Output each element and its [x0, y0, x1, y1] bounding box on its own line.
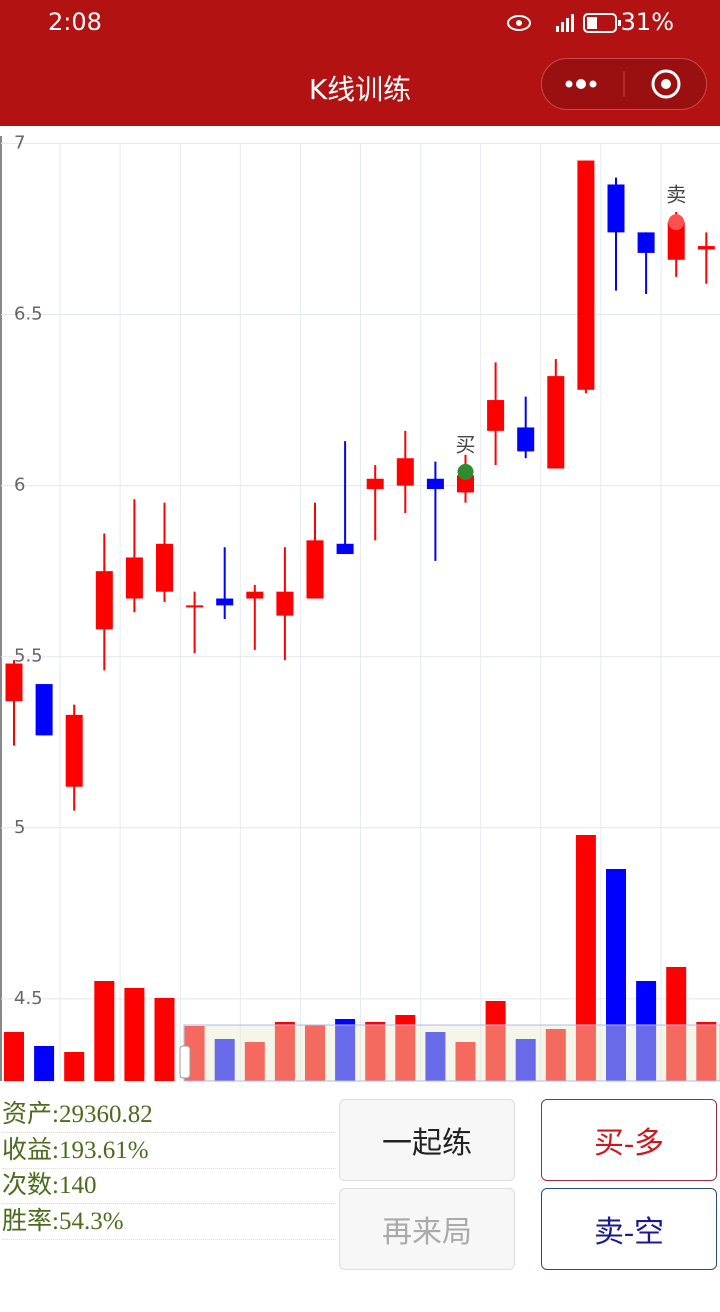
- volume-bar: [94, 981, 115, 1081]
- action-button[interactable]: 买-多: [541, 1099, 717, 1181]
- y-tick-label: 4.5: [14, 988, 43, 1009]
- y-tick-label: 5.5: [14, 646, 43, 667]
- candle-body: [306, 540, 324, 599]
- candle-body: [35, 684, 53, 736]
- volume-bar: [214, 1039, 235, 1081]
- volume-bar: [154, 998, 175, 1081]
- zoom-handle: [179, 1045, 191, 1079]
- candle-body: [65, 714, 83, 787]
- volume-bar: [305, 1025, 325, 1081]
- volume-bar: [395, 1015, 416, 1081]
- candle-body: [457, 475, 474, 493]
- volume-bar: [335, 1019, 356, 1081]
- stat-line: 收益:193.61%: [2, 1133, 336, 1169]
- volume-bar: [274, 1022, 295, 1081]
- volume-bar: [696, 1022, 717, 1081]
- y-tick-label: 6.5: [14, 304, 43, 325]
- candle-body: [396, 458, 414, 486]
- candle-body: [125, 557, 143, 599]
- candle-body: [366, 478, 384, 490]
- candle-body: [667, 222, 685, 260]
- candle-body: [487, 400, 505, 431]
- volume-bar: [34, 1046, 55, 1081]
- candle-body: [517, 427, 535, 452]
- zoom-slider: [183, 1024, 720, 1082]
- trade-marker: [457, 463, 474, 480]
- stat-line: 次数:140: [2, 1168, 336, 1204]
- kline-chart: 4.5 5 5.5 6 6.5 7 买 卖: [0, 132, 720, 1082]
- volume-bar: [124, 988, 145, 1081]
- y-tick-label: 7: [14, 132, 25, 153]
- volume-bar: [606, 869, 626, 1081]
- candle-body: [607, 184, 625, 233]
- y-tick-label: 5: [14, 817, 25, 838]
- candle-body: [426, 478, 444, 490]
- status-bar: 2:08 31%: [0, 0, 720, 44]
- candle-body: [637, 232, 655, 253]
- menu-capsule[interactable]: [541, 58, 707, 110]
- volume-bar: [636, 981, 657, 1081]
- candle-body: [577, 160, 595, 390]
- stat-line: 胜率:54.3%: [2, 1204, 336, 1240]
- action-button: 再来局: [339, 1188, 515, 1270]
- candle-body: [246, 591, 264, 599]
- volume-bar: [485, 1001, 506, 1081]
- nav-bar: K线训练: [0, 44, 720, 126]
- volume-bar: [365, 1022, 386, 1081]
- candle-body: [216, 598, 234, 606]
- volume-bar: [64, 1052, 85, 1081]
- stat-line: 资产:29360.82: [2, 1097, 336, 1133]
- trade-label: 买: [456, 432, 476, 456]
- volume-bar: [666, 967, 687, 1081]
- candle-body: [276, 591, 294, 616]
- candle-body: [5, 663, 23, 702]
- candle-body: [336, 543, 354, 555]
- candle-body: [186, 605, 204, 608]
- volume-bar: [545, 1029, 566, 1081]
- candle-body: [697, 246, 715, 250]
- action-button[interactable]: 卖-空: [541, 1188, 717, 1270]
- y-tick-label: 6: [14, 475, 25, 496]
- action-button[interactable]: 一起练: [339, 1099, 515, 1181]
- candle-body: [95, 571, 113, 630]
- volume-bar: [455, 1042, 476, 1081]
- candle-body: [547, 376, 565, 469]
- page-title: K线训练: [308, 73, 412, 106]
- trade-marker: [668, 214, 685, 231]
- status-time: 2:08: [48, 8, 102, 36]
- trade-label: 卖: [666, 183, 686, 207]
- volume-bar: [425, 1032, 446, 1081]
- candle-body: [156, 543, 173, 592]
- volume-bar: [244, 1042, 265, 1081]
- capsule-icons: [565, 69, 681, 99]
- battery-icon: [583, 13, 621, 33]
- battery-level: 31%: [620, 8, 674, 36]
- status-icons: [507, 14, 574, 32]
- volume-bar: [575, 835, 596, 1081]
- volume-bar: [515, 1039, 536, 1081]
- volume-bar: [4, 1032, 24, 1081]
